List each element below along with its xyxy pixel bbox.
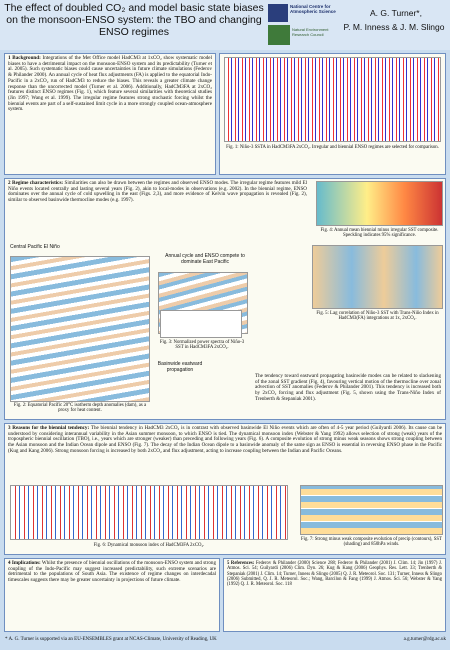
section-1: 1 Background: Integrations of the Met Of… [4, 53, 216, 175]
nerc-logo-text: Natural Environment Research Council [292, 27, 329, 37]
body: Similarities can also be drawn between t… [8, 180, 307, 204]
figure-2 [10, 256, 150, 402]
heading: 1 Background: [8, 55, 41, 61]
caption: Fig. 2: Equatorial Pacific 20°C isotherm… [13, 403, 147, 414]
caption: Fig. 4: Annual mean biennial minus irreg… [320, 228, 439, 239]
ncas-logo-icon [268, 4, 288, 22]
heading: 5 References: [227, 561, 255, 566]
figure-3 [160, 310, 242, 338]
section-5: 5 References: Federov & Philander (2000)… [223, 558, 446, 632]
body: Integrations of the Met Office model Had… [8, 55, 212, 113]
section-4: 4 Implications: Whilst the presence of b… [4, 558, 220, 632]
caption: Fig. 3: Normalized power spectra of Niño… [159, 340, 245, 351]
figure-5 [312, 245, 443, 309]
header [0, 0, 450, 50]
heading: 4 Implications: [8, 560, 41, 566]
body: Federov & Philander (2000) Science 288; … [227, 561, 443, 588]
figure-label: Basinwide eastward propagation [157, 361, 203, 373]
body: Whilst the presence of biennial oscillat… [8, 560, 216, 584]
caption: Fig. 7: Strong minus weak composite evol… [301, 537, 442, 548]
figure-label: Central Pacific El Niño [10, 244, 60, 250]
title: The effect of doubled CO₂ and model basi… [4, 2, 264, 38]
figure-1 [224, 57, 441, 142]
caption: Fig. 1: Niño-3 SSTA in HadCM3FA 2xCO₂. I… [226, 145, 439, 150]
figure-label: Annual cycle and ENSO compete to dominat… [165, 253, 245, 265]
footer-note: * A. G. Turner is supported via an EU-EN… [5, 637, 217, 642]
ncas-logo-text: National Centre for Atmospheric Science [290, 4, 336, 15]
figure-4 [316, 181, 443, 226]
caption: Fig. 5: Lag correlation of Niño-3 SST wi… [316, 311, 439, 322]
author-main: A. G. Turner*, [370, 8, 422, 18]
figure-6 [10, 485, 288, 540]
heading: 2 Regime characteristics: [8, 180, 64, 186]
figure-7 [300, 485, 443, 535]
nerc-logo-icon [268, 25, 290, 45]
authors-other: P. M. Inness & J. M. Slingo [343, 22, 445, 32]
section-2-text: 2 Regime characteristics: Similarities c… [5, 179, 310, 206]
footer-email: a.g.turner@rdg.ac.uk [403, 637, 446, 642]
section-2-extra: The tendency toward eastward propagating… [255, 373, 441, 402]
caption: Fig. 6: Dynamical monsoon index of HadCM… [93, 543, 205, 548]
heading: 3 Reasons for the biennial tendency: [8, 425, 90, 431]
section-3-text: 3 Reasons for the biennial tendency: The… [5, 424, 445, 457]
body: The biennial tendency in HadCM3 2xCO₂ is… [8, 425, 443, 454]
